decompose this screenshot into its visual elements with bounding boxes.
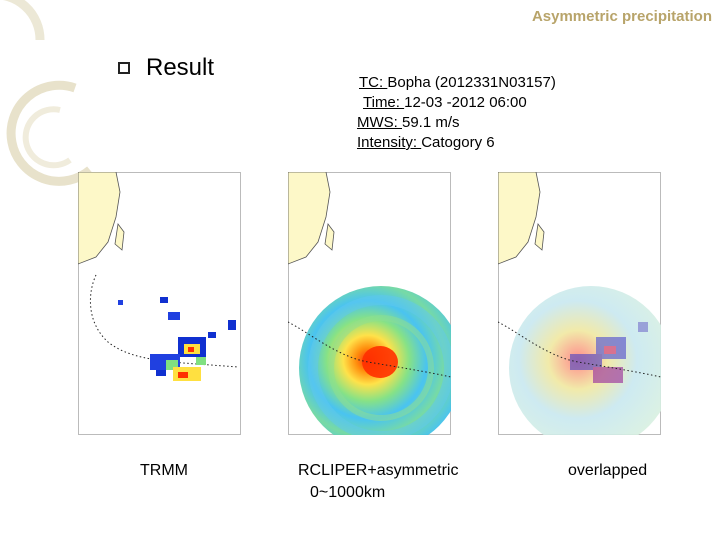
rcliper-caption: RCLIPER+asymmetric 0~1000km — [298, 460, 458, 504]
island-shape — [534, 222, 545, 251]
slide-title: Asymmetric precipitation — [531, 8, 712, 25]
rcliper-caption-line1: RCLIPER+asymmetric — [298, 462, 459, 479]
trmm-map-panel — [78, 172, 241, 435]
storm-track — [89, 274, 239, 368]
intensity-value: Catogory 6 — [421, 134, 495, 151]
time-value: 12-03 -2012 06:00 — [404, 94, 527, 111]
mainland-shape — [288, 172, 331, 265]
result-label: Result — [146, 54, 215, 81]
tc-info-block: TC: Bopha (2012331N03157) Time: 12-03 -2… — [357, 73, 556, 153]
intensity-label: Intensity: — [357, 134, 422, 151]
rcliper-caption-line2: 0~1000km — [310, 484, 386, 501]
tc-label: TC: — [359, 74, 388, 91]
island-shape — [114, 222, 125, 251]
time-label: Time: — [363, 94, 405, 111]
rcliper-map-panel — [288, 172, 451, 435]
overlapped-caption: overlapped — [568, 462, 648, 479]
bullet-square-icon — [118, 62, 130, 74]
mws-label: MWS: — [357, 114, 402, 131]
island-shape — [324, 222, 335, 251]
trmm-caption: TRMM — [140, 462, 188, 479]
result-heading: Result — [118, 54, 214, 82]
trmm-precip-cells — [118, 297, 236, 381]
mws-value: 59.1 m/s — [402, 114, 460, 131]
mainland-shape — [78, 172, 121, 265]
decorative-swirl — [2, 0, 93, 186]
tc-value: Bopha (2012331N03157) — [387, 74, 556, 91]
overlap-trmm-cells — [570, 322, 648, 383]
mainland-shape — [498, 172, 541, 265]
overlapped-map-panel — [498, 172, 661, 435]
